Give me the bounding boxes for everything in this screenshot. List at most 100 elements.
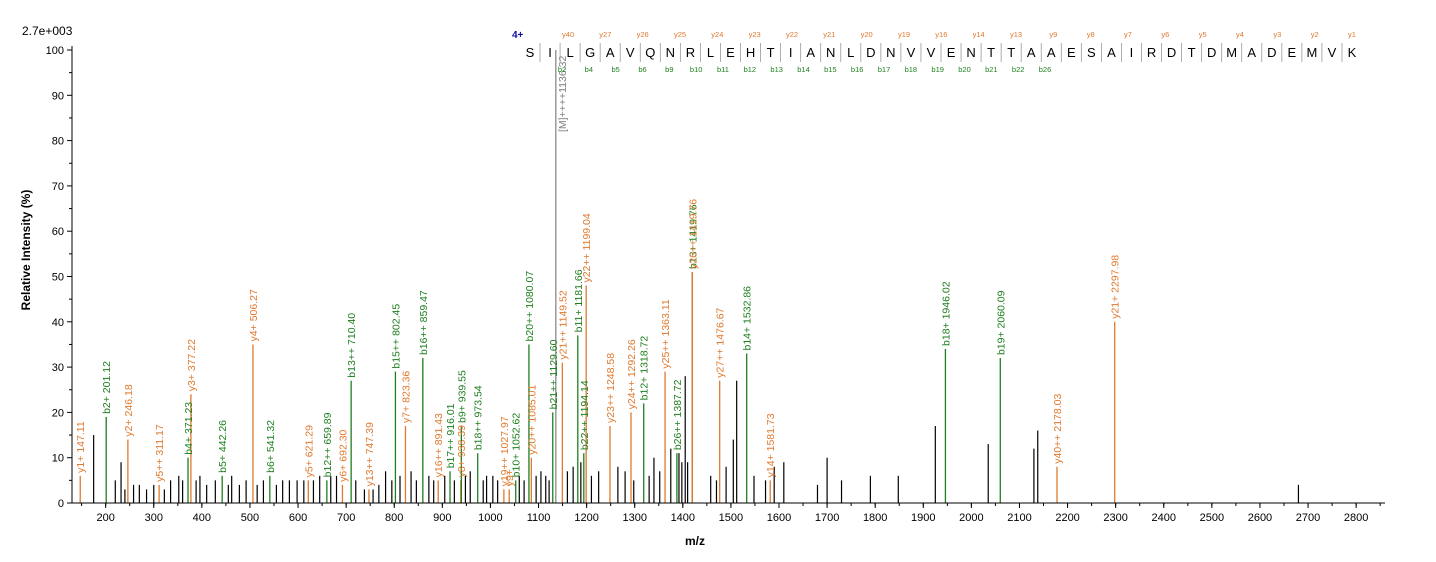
x-tick-label: 400 bbox=[193, 512, 211, 524]
sequence-residue: K bbox=[1348, 45, 1357, 60]
x-tick-label: 1400 bbox=[671, 512, 695, 524]
y-ion-label: y5+ 621.29 bbox=[303, 425, 315, 477]
x-tick-label: 2800 bbox=[1344, 512, 1368, 524]
y-axis-title: Relative Intensity (%) bbox=[19, 190, 33, 311]
b-ion-index: b16 bbox=[851, 65, 864, 74]
sequence-residue: T bbox=[767, 45, 775, 60]
y-ion-label: y5++ 311.17 bbox=[154, 424, 166, 482]
y-ion-index: y2 bbox=[1311, 30, 1319, 39]
b-ion-index: b12 bbox=[744, 65, 757, 74]
x-tick-label: 2000 bbox=[959, 512, 983, 524]
b-ion-label: b14+ 1532.86 bbox=[742, 286, 754, 351]
sequence-residue: N bbox=[966, 45, 975, 60]
y-ion-label: y22++ 1199.04 bbox=[581, 213, 593, 282]
max-intensity-label: 2.7e+003 bbox=[22, 24, 73, 38]
y-ion-label: y6+ 692.30 bbox=[337, 429, 349, 481]
b-ion-label: b20++ 1080.07 bbox=[524, 271, 536, 342]
x-tick-label: 300 bbox=[145, 512, 163, 524]
x-tick-label: 1000 bbox=[478, 512, 502, 524]
b-ion-label: b12+ 1318.72 bbox=[639, 336, 651, 401]
b-ion-index: b13 bbox=[770, 65, 783, 74]
b-ion-index: b9 bbox=[665, 65, 673, 74]
b-ion-label: b19+ 2060.09 bbox=[995, 290, 1007, 355]
axes-layer bbox=[71, 46, 1385, 504]
y-ion-index: y8 bbox=[1087, 30, 1095, 39]
y-ion-index: y27 bbox=[599, 30, 611, 39]
x-tick-label: 1200 bbox=[574, 512, 598, 524]
y-tick-label: 10 bbox=[52, 453, 64, 465]
sequence-residue: T bbox=[1188, 45, 1196, 60]
sequence-residue: E bbox=[947, 45, 956, 60]
sequence-residue: V bbox=[1328, 45, 1337, 60]
b-ion-label: b9+ 939.55 bbox=[456, 370, 468, 423]
x-tick-label: 2400 bbox=[1152, 512, 1176, 524]
b-ion-label: b2+ 201.12 bbox=[101, 361, 113, 414]
y-tick-label: 0 bbox=[58, 498, 64, 510]
y-ion-label: y3+ 377.22 bbox=[186, 339, 198, 391]
sequence-residue: A bbox=[1047, 45, 1056, 60]
b-ion-label: b18+ 1946.02 bbox=[940, 281, 952, 346]
y-tick-label: 40 bbox=[52, 317, 64, 329]
b-ion-index: b17 bbox=[878, 65, 891, 74]
b-ion-label: b13++ 710.40 bbox=[346, 313, 358, 378]
sequence-residue: V bbox=[626, 45, 635, 60]
y-ion-label: y25++ 1363.11 bbox=[660, 299, 672, 368]
sequence-residue: M bbox=[1226, 45, 1237, 60]
y-ion-index: y13 bbox=[1010, 30, 1022, 39]
y-tick-label: 30 bbox=[52, 362, 64, 374]
b-ion-index: b20 bbox=[958, 65, 971, 74]
b-ion-index: b11 bbox=[717, 65, 729, 74]
b-ion-label: b15++ 802.45 bbox=[390, 304, 402, 369]
b-ion-label: b18++ 973.54 bbox=[473, 385, 485, 450]
y-ion-index: y19 bbox=[898, 30, 910, 39]
sequence-residue: T bbox=[1007, 45, 1015, 60]
y-ion-label: y4+ 506.27 bbox=[248, 289, 260, 341]
y-ion-label: y27++ 1476.67 bbox=[715, 307, 727, 377]
x-tick-label: 800 bbox=[385, 512, 403, 524]
sequence-residue: M bbox=[1306, 45, 1317, 60]
b-ion-label: b4+ 371.23 bbox=[183, 402, 195, 455]
y-tick-label: 80 bbox=[52, 136, 64, 148]
y-ion-label: y40++ 2178.03 bbox=[1052, 394, 1064, 464]
b-ion-index: b26 bbox=[1039, 65, 1052, 74]
x-tick-label: 1100 bbox=[527, 512, 551, 524]
y-ion-index: y6 bbox=[1161, 30, 1169, 39]
charge-state-label: 4+ bbox=[512, 30, 524, 41]
b-ion-label: b12++ 659.89 bbox=[322, 412, 334, 477]
sequence-residue: A bbox=[1247, 45, 1256, 60]
b-ion-label: b11+ 1181.66 bbox=[573, 269, 585, 332]
y-ion-index: y14 bbox=[973, 30, 985, 39]
x-axis-title: m/z bbox=[685, 534, 705, 548]
y-tick-label: 90 bbox=[52, 90, 64, 102]
b-ion-index: b2 bbox=[558, 65, 566, 74]
sequence-residue: A bbox=[806, 45, 815, 60]
y-ion-label: y1+ 147.11 bbox=[75, 421, 87, 473]
sequence-residue: D bbox=[1167, 45, 1176, 60]
sequence-residue: A bbox=[1107, 45, 1116, 60]
sequence-residue: R bbox=[686, 45, 695, 60]
sequence-residue: A bbox=[606, 45, 615, 60]
x-tick-label: 2700 bbox=[1296, 512, 1320, 524]
b-ion-index: b6 bbox=[638, 65, 646, 74]
b-ion-label: b10+ 1052.62 bbox=[511, 413, 523, 478]
sequence-residue: L bbox=[707, 45, 714, 60]
sequence-residue: N bbox=[666, 45, 675, 60]
sequence-residue: N bbox=[826, 45, 835, 60]
y-axis-ticks: 0 10 20 30 40 50 60 70 80 90 100 bbox=[46, 45, 72, 510]
y-tick-label: 60 bbox=[52, 226, 64, 238]
y-ion-index: y3 bbox=[1273, 30, 1281, 39]
y-ion-index: y40 bbox=[562, 30, 574, 39]
sequence-residue: T bbox=[987, 45, 995, 60]
y-ion-label: y19++ 1027.97 bbox=[499, 416, 511, 486]
x-tick-label: 1600 bbox=[767, 512, 791, 524]
y-tick-label: 50 bbox=[52, 272, 64, 284]
x-tick-label: 2200 bbox=[1055, 512, 1079, 524]
x-tick-label: 2300 bbox=[1103, 512, 1127, 524]
x-tick-label: 1800 bbox=[863, 512, 887, 524]
b-ion-label: b6+ 541.32 bbox=[265, 420, 277, 473]
sequence-residue: E bbox=[1067, 45, 1076, 60]
x-axis-ticks: 200 300 400 500 600 700 800 900 1000 1100 1200 1300… bbox=[81, 503, 1381, 524]
y-ion-index: y7 bbox=[1124, 30, 1132, 39]
y-ion-index: y22 bbox=[786, 30, 798, 39]
